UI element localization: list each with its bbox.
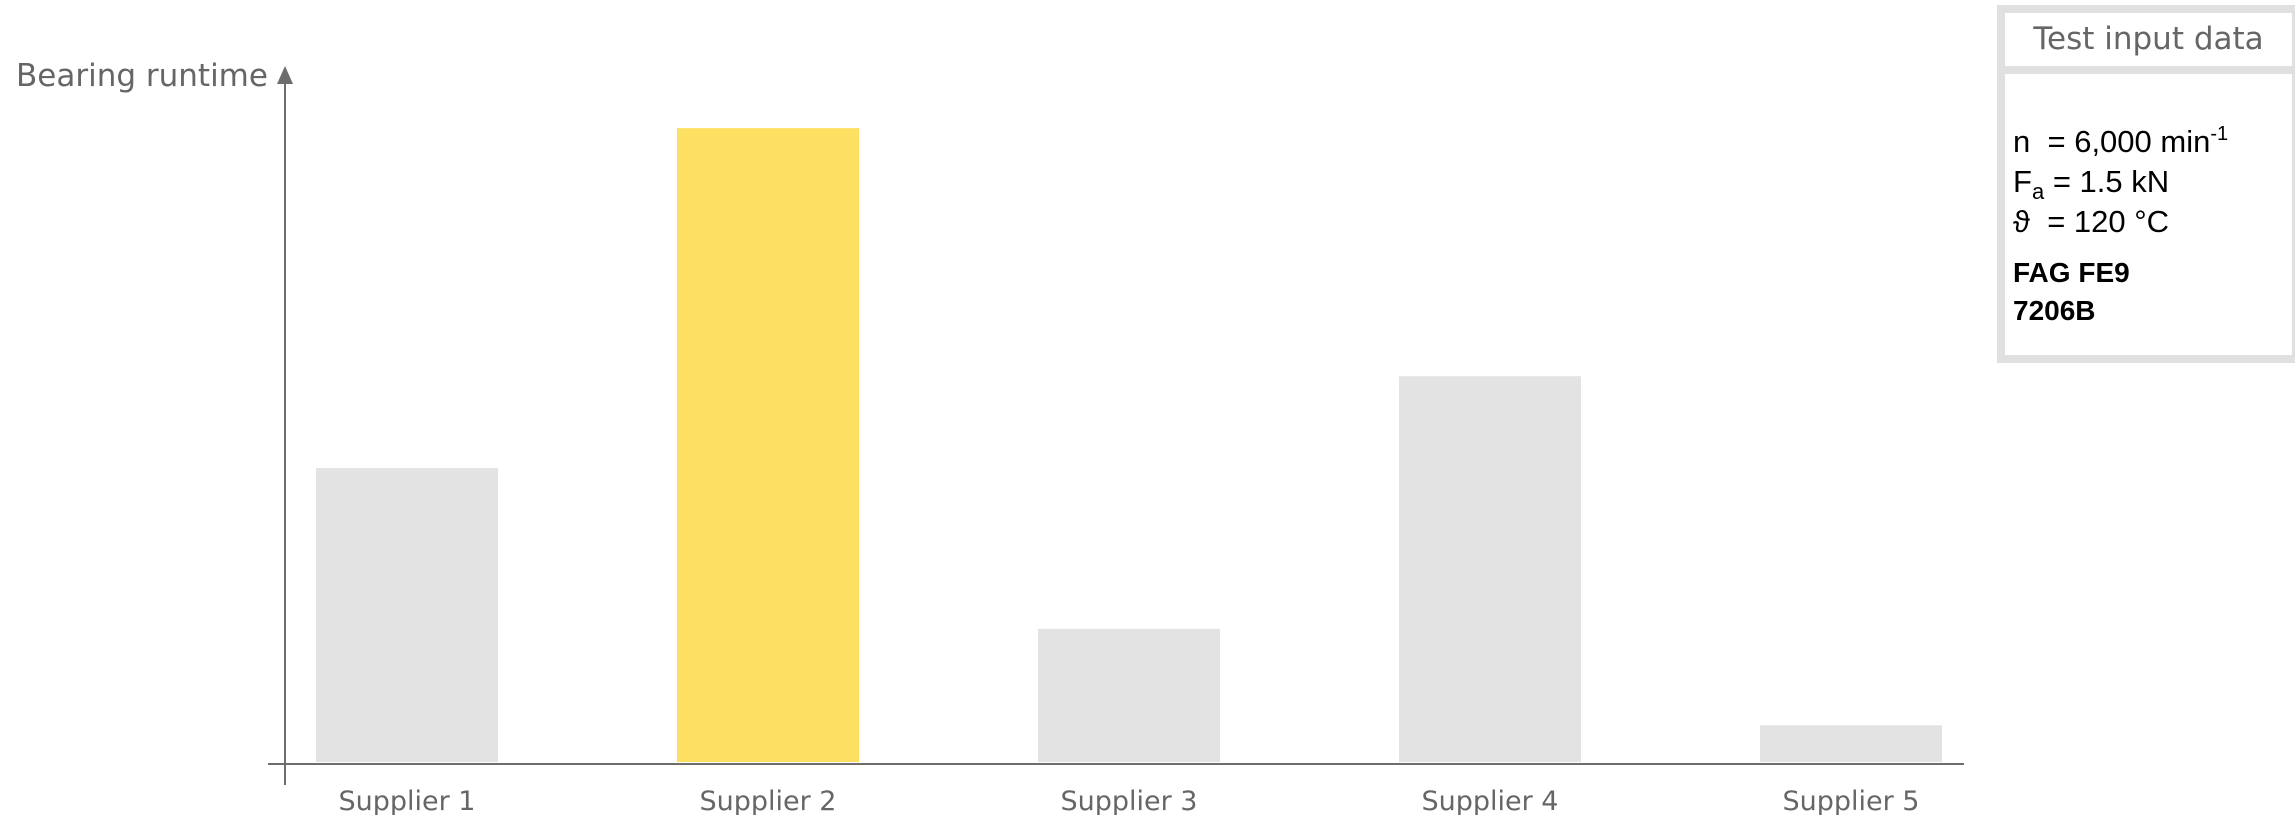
bearing-line: 7206B	[2013, 295, 2096, 326]
bar-supplier-4	[1399, 376, 1581, 762]
bar-supplier-3	[1038, 628, 1220, 762]
test-input-data-box: Test input data n = 6,000 min-1 Fa = 1.5…	[1997, 5, 2295, 363]
y-axis-arrow-icon	[277, 66, 293, 84]
param-symbol: F	[2013, 164, 2032, 199]
param-axial-load: Fa = 1.5 kN	[2013, 154, 2292, 204]
param-subscript: a	[2031, 179, 2045, 204]
param-symbol: n	[2013, 124, 2031, 159]
param-superscript: -1	[2210, 123, 2229, 145]
x-tick-label: Supplier 5	[1782, 786, 1919, 815]
info-box-body: n = 6,000 min-1 Fa = 1.5 kN ϑ = 120 °C F…	[2005, 74, 2292, 330]
info-box-title: Test input data	[2005, 13, 2292, 74]
bar-chart: Supplier 1 Supplier 2 Supplier 3 Supplier 4…	[268, 66, 1964, 815]
bar-supplier-1	[316, 468, 498, 762]
param-value: = 6,000 min	[2047, 124, 2211, 159]
param-value: = 120 °C	[2047, 204, 2170, 239]
param-value: = 1.5 kN	[2052, 164, 2170, 199]
x-tick-label: Supplier 1	[338, 786, 475, 815]
bar-supplier-5	[1760, 725, 1942, 762]
bearing-line: FAG FE9	[2013, 257, 2130, 288]
param-speed: n = 6,000 min-1	[2013, 114, 2292, 159]
param-symbol: ϑ	[2013, 204, 2030, 239]
x-tick-label: Supplier 3	[1060, 786, 1197, 815]
bearing-designation: FAG FE9 7206B	[2013, 254, 2292, 330]
bar-supplier-2	[677, 128, 859, 762]
y-axis-label: Bearing runtime	[16, 58, 268, 94]
param-temperature: ϑ = 120 °C	[2013, 194, 2292, 239]
x-tick-label: Supplier 4	[1421, 786, 1558, 815]
x-tick-label: Supplier 2	[699, 786, 836, 815]
